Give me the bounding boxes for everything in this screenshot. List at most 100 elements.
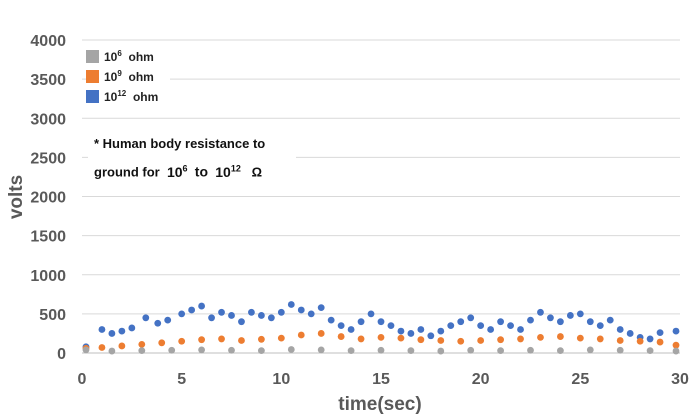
data-point-10e9 [517,335,524,343]
legend-base: 10 [104,69,118,84]
legend-unit: ohm [132,89,159,104]
data-point-10e9 [98,344,106,351]
data-point-10e12 [248,308,255,316]
y-axis-title: volts [6,175,27,219]
y-tick-label: 500 [39,307,66,324]
data-point-10e12 [457,318,465,326]
data-point-10e12 [108,330,116,337]
data-point-10e9 [417,336,425,344]
data-point-10e6 [407,347,415,355]
data-point-10e12 [626,330,634,337]
data-point-10e12 [154,319,162,327]
data-point-10e12 [656,329,664,337]
data-point-10e6 [527,346,534,354]
data-point-10e6 [437,347,445,355]
data-point-10e6 [672,347,680,355]
note-line-1: * Human body resistance to [94,136,266,151]
note-base-2: 10 [215,163,231,180]
y-tick-label: 2000 [30,190,66,207]
data-point-10e12 [672,327,680,335]
data-point-10e6 [646,347,654,355]
data-point-10e9 [497,336,504,344]
data-point-10e9 [178,337,186,345]
data-point-10e12 [397,327,405,335]
data-point-10e12 [387,322,395,330]
data-point-10e12 [467,314,475,322]
data-point-10e12 [616,326,624,333]
data-point-10e9 [576,334,584,342]
data-point-10e6 [108,347,116,355]
data-point-10e9 [337,333,345,340]
data-point-10e12 [586,318,594,326]
x-tick-label: 30 [671,371,689,388]
data-point-10e9 [616,337,624,344]
x-tick-label: 15 [372,371,390,388]
legend-unit: ohm [128,49,154,64]
data-point-10e12 [347,326,355,333]
data-point-10e12 [198,302,206,310]
data-point-10e9 [636,337,644,345]
note-unit: Ω [251,164,263,180]
y-tick-label: 0 [57,346,66,363]
data-point-10e12 [447,322,455,330]
x-tick-label: 10 [272,371,290,388]
data-point-10e6 [497,347,504,355]
data-point-10e12 [377,318,385,326]
data-point-10e9 [397,334,405,342]
data-point-10e6 [258,347,265,355]
data-point-10e12 [317,304,325,312]
legend-item-1e12: 1012 ohm [86,86,170,106]
data-point-10e9 [672,341,680,349]
data-point-10e12 [118,327,126,335]
data-point-10e12 [596,322,604,330]
data-point-10e12 [98,326,106,333]
data-point-10e9 [317,330,325,337]
legend-item-1e9: 109 ohm [86,66,170,86]
data-points [82,301,680,355]
data-point-10e9 [377,333,385,341]
x-tick-label: 20 [472,371,490,388]
data-point-10e6 [287,346,295,353]
note-to: to [194,163,208,180]
data-point-10e12 [277,308,285,316]
y-tick-label: 2500 [30,150,66,167]
y-tick-label: 1000 [30,268,66,285]
y-tick-label: 3000 [30,111,66,128]
y-tick-label: 1500 [30,229,66,246]
data-point-10e6 [82,346,90,354]
data-point-10e9 [537,333,544,341]
legend-swatch-1e12 [86,89,99,103]
data-point-10e6 [138,347,146,355]
data-point-10e12 [437,327,445,335]
data-point-10e12 [164,316,172,324]
data-point-10e6 [467,346,475,354]
note-line-2: ground for 106 to 1012 Ω [94,156,296,185]
data-point-10e6 [347,347,355,355]
data-point-10e12 [497,318,504,326]
data-point-10e12 [417,326,425,333]
data-point-10e9 [277,334,285,342]
data-point-10e9 [218,335,225,343]
data-point-10e9 [158,339,166,347]
data-point-10e12 [337,322,345,330]
data-point-10e12 [228,312,235,319]
annotation-note: * Human body resistance to ground for 10… [88,128,296,180]
data-point-10e12 [218,308,225,316]
data-point-10e12 [327,316,335,324]
legend-swatch-1e9 [86,69,99,83]
y-tick-labels: 0 500 1000 1500 2000 2500 3000 3500 4000 [30,33,66,363]
data-point-10e9 [656,338,664,346]
data-point-10e12 [128,324,136,332]
data-point-10e12 [307,310,315,318]
legend-exponent: 9 [117,68,122,78]
data-point-10e12 [517,326,524,333]
data-point-10e12 [646,335,654,343]
note-base-1: 10 [166,163,183,180]
data-point-10e6 [228,346,235,354]
data-point-10e9 [596,335,604,343]
data-point-10e12 [287,301,295,308]
legend-exponent: 12 [117,88,127,98]
data-point-10e9 [457,337,465,345]
data-point-10e12 [238,318,245,326]
data-point-10e12 [537,308,544,316]
